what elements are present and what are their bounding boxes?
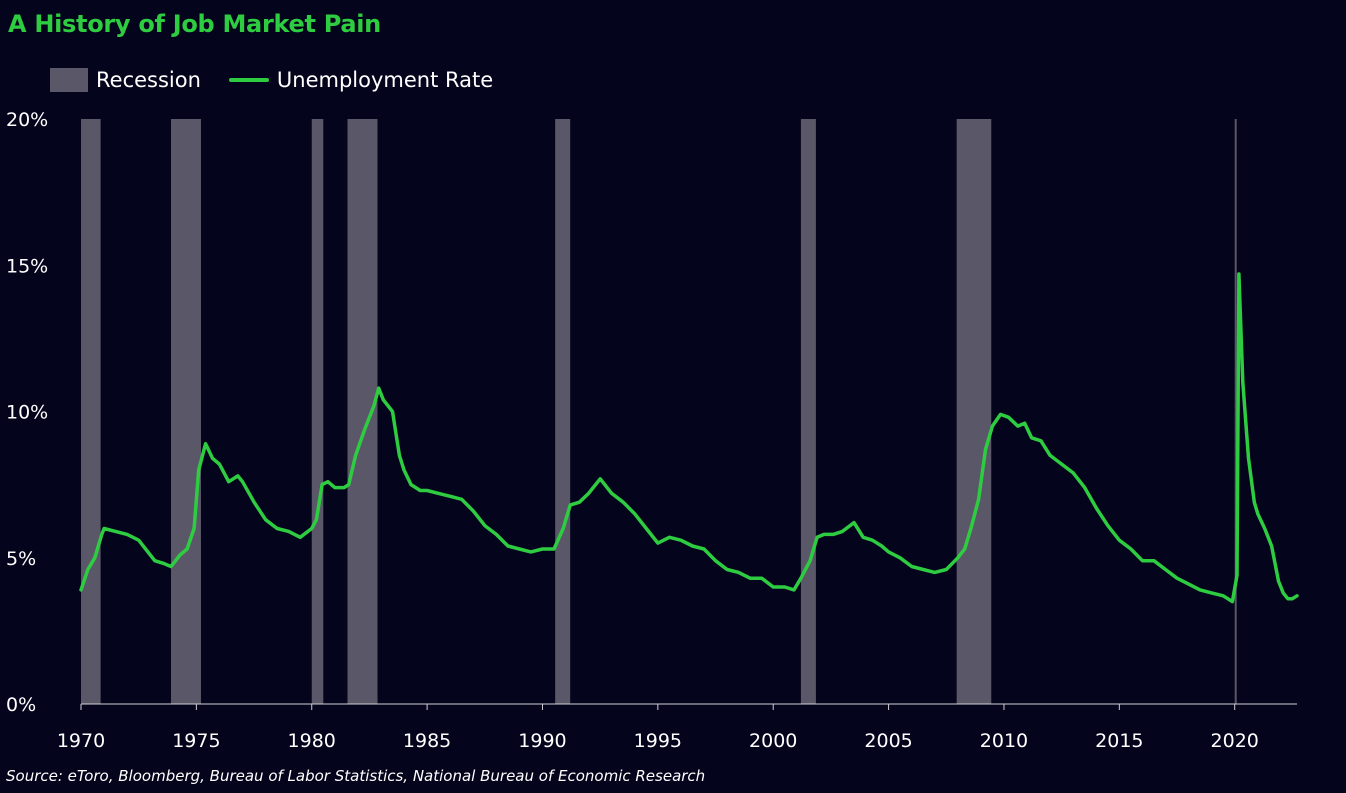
- chart-title: A History of Job Market Pain: [8, 10, 381, 38]
- x-tick-label-10: 2020: [1211, 730, 1259, 752]
- recession-band-7: [1234, 119, 1237, 704]
- recession-band-2: [311, 119, 324, 704]
- x-tick-label-7: 2005: [864, 730, 912, 752]
- y-tick-label-1: 5%: [6, 548, 36, 570]
- recession-bands: [81, 119, 1237, 704]
- y-tick-label-2: 10%: [6, 402, 48, 424]
- x-tick-label-9: 2015: [1095, 730, 1143, 752]
- recession-band-6: [956, 119, 992, 704]
- unemployment-line-swatch: [228, 78, 269, 82]
- x-axis: 1970 1975 1980 1985 1990 1995 2000 2005 2010 2015…: [57, 703, 1297, 752]
- recession-band-5: [800, 119, 816, 704]
- y-tick-label-3: 15%: [6, 255, 48, 277]
- y-tick-label-0: 0%: [6, 694, 36, 716]
- recession-band-1: [170, 119, 201, 704]
- x-tick-label-1: 1975: [172, 730, 220, 752]
- legend-label-unemployment-rate: Unemployment Rate: [276, 68, 494, 92]
- legend: Recession Unemployment Rate: [50, 64, 493, 96]
- y-axis: 0% 5% 10% 15% 20%: [6, 109, 48, 716]
- x-tick-label-3: 1985: [403, 730, 451, 752]
- legend-item-unemployment-rate: Unemployment Rate: [228, 68, 494, 92]
- x-tick-label-0: 1970: [57, 730, 105, 752]
- recession-swatch: [50, 68, 88, 92]
- recession-band-4: [555, 119, 571, 704]
- legend-label-recession: Recession: [96, 68, 201, 92]
- source-note: Source: eToro, Bloomberg, Bureau of Labo…: [6, 767, 706, 785]
- x-tick-label-8: 2010: [980, 730, 1028, 752]
- recession-band-0: [81, 119, 101, 704]
- x-tick-label-2: 1980: [288, 730, 336, 752]
- legend-item-recession: Recession: [50, 68, 201, 92]
- y-tick-label-4: 20%: [6, 109, 48, 131]
- x-tick-label-4: 1990: [518, 730, 566, 752]
- series: [79, 272, 1299, 604]
- x-tick-label-5: 1995: [634, 730, 682, 752]
- x-tick-label-6: 2000: [749, 730, 797, 752]
- series-line-unemployment-rate: [79, 272, 1299, 604]
